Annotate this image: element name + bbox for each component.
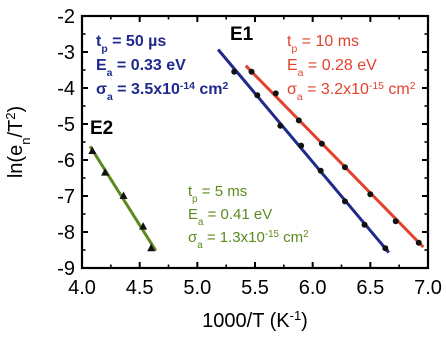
x-tick-label: 4.0 bbox=[68, 277, 96, 299]
data-point bbox=[119, 191, 128, 199]
data-point bbox=[415, 239, 422, 246]
fit-line bbox=[216, 48, 390, 254]
annotation-line: σa = 3.5x10-14 cm2 bbox=[96, 81, 229, 103]
data-point bbox=[248, 68, 255, 75]
data-point bbox=[367, 191, 374, 198]
data-point bbox=[298, 142, 305, 149]
x-axis-label: 1000/T (K-1) bbox=[202, 308, 308, 333]
data-point bbox=[318, 140, 325, 147]
y-tick-label: -8 bbox=[57, 222, 75, 244]
data-point bbox=[341, 164, 348, 171]
data-point bbox=[272, 90, 279, 97]
x-tick-label: 4.5 bbox=[126, 277, 154, 299]
data-point bbox=[361, 221, 368, 228]
data-point bbox=[231, 68, 238, 75]
x-tick-label: 5.5 bbox=[241, 277, 269, 299]
annotation-line: tp = 10 ms bbox=[287, 33, 359, 55]
data-point bbox=[317, 167, 324, 174]
annotation-line: Ea = 0.28 eV bbox=[287, 57, 377, 79]
x-tick-label: 7.0 bbox=[414, 277, 442, 299]
annotation-line: Ea = 0.33 eV bbox=[96, 57, 186, 79]
data-point bbox=[392, 218, 399, 225]
x-tick-label: 5.0 bbox=[183, 277, 211, 299]
data-point bbox=[88, 146, 97, 154]
data-point bbox=[139, 222, 148, 230]
annotation-line: tp = 5 ms bbox=[188, 183, 247, 205]
y-tick-label: -6 bbox=[57, 150, 75, 172]
annotation-line: σa = 1.3x10-15 cm2 bbox=[188, 229, 309, 251]
annotation-line: tp = 50 µs bbox=[96, 33, 166, 55]
data-point bbox=[147, 243, 156, 252]
data-point bbox=[101, 168, 110, 176]
x-tick-label: 6.5 bbox=[356, 277, 384, 299]
annotation-line: Ea = 0.41 eV bbox=[188, 206, 272, 228]
data-point bbox=[341, 198, 348, 205]
series-label: E1 bbox=[230, 24, 254, 45]
y-tick-label: -5 bbox=[57, 114, 75, 136]
data-point bbox=[254, 92, 261, 99]
y-tick-label: -4 bbox=[57, 78, 75, 100]
series-label: E2 bbox=[90, 118, 113, 139]
y-axis-label: ln(en/T2) bbox=[3, 106, 33, 178]
y-tick-label: -3 bbox=[57, 42, 75, 64]
x-tick-label: 6.0 bbox=[299, 277, 327, 299]
annotation-line: σa = 3.2x10-15 cm2 bbox=[287, 81, 416, 103]
y-tick-label: -7 bbox=[57, 186, 75, 208]
data-point bbox=[295, 117, 302, 124]
data-point bbox=[277, 122, 284, 129]
y-tick-label: -2 bbox=[57, 6, 75, 28]
y-tick-label: -9 bbox=[57, 258, 75, 280]
data-point bbox=[382, 245, 389, 252]
